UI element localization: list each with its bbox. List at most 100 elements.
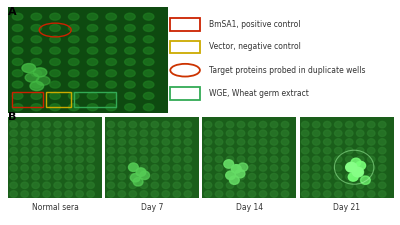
Circle shape bbox=[118, 139, 126, 145]
Circle shape bbox=[36, 76, 50, 85]
Circle shape bbox=[204, 182, 212, 189]
Circle shape bbox=[54, 173, 61, 180]
Circle shape bbox=[129, 173, 136, 180]
Circle shape bbox=[125, 58, 135, 65]
Circle shape bbox=[173, 121, 180, 128]
Circle shape bbox=[87, 147, 94, 154]
Circle shape bbox=[184, 147, 192, 154]
Circle shape bbox=[270, 182, 278, 189]
Circle shape bbox=[65, 121, 72, 128]
Circle shape bbox=[118, 147, 126, 154]
Circle shape bbox=[107, 156, 115, 162]
Circle shape bbox=[302, 191, 309, 197]
Circle shape bbox=[346, 165, 353, 171]
Circle shape bbox=[76, 139, 83, 145]
Circle shape bbox=[356, 191, 364, 197]
Circle shape bbox=[30, 81, 44, 91]
Circle shape bbox=[368, 173, 375, 180]
Circle shape bbox=[162, 165, 170, 171]
Circle shape bbox=[281, 130, 289, 137]
Circle shape bbox=[346, 147, 353, 154]
Circle shape bbox=[106, 70, 116, 77]
Circle shape bbox=[50, 81, 60, 88]
Bar bbox=[12, 92, 43, 107]
Circle shape bbox=[173, 165, 180, 171]
Circle shape bbox=[151, 173, 158, 180]
Circle shape bbox=[76, 130, 83, 137]
Circle shape bbox=[118, 156, 126, 162]
Circle shape bbox=[32, 182, 39, 189]
Circle shape bbox=[140, 147, 148, 154]
Circle shape bbox=[129, 182, 136, 189]
Circle shape bbox=[162, 121, 170, 128]
Circle shape bbox=[248, 130, 256, 137]
Circle shape bbox=[346, 182, 353, 189]
Circle shape bbox=[10, 130, 18, 137]
Circle shape bbox=[10, 147, 18, 154]
Circle shape bbox=[270, 130, 278, 137]
Circle shape bbox=[324, 182, 331, 189]
Circle shape bbox=[237, 165, 245, 171]
Circle shape bbox=[118, 173, 126, 180]
Circle shape bbox=[334, 121, 342, 128]
Circle shape bbox=[231, 165, 241, 173]
Circle shape bbox=[238, 163, 248, 171]
Circle shape bbox=[151, 165, 158, 171]
Circle shape bbox=[125, 25, 135, 32]
Circle shape bbox=[50, 70, 60, 77]
Circle shape bbox=[281, 191, 289, 197]
Circle shape bbox=[151, 147, 158, 154]
Circle shape bbox=[204, 165, 212, 171]
Circle shape bbox=[76, 121, 83, 128]
Text: WGE, Wheat germ extract: WGE, Wheat germ extract bbox=[209, 89, 309, 98]
Circle shape bbox=[10, 173, 18, 180]
Circle shape bbox=[368, 156, 375, 162]
Circle shape bbox=[143, 36, 154, 43]
Circle shape bbox=[368, 121, 375, 128]
Circle shape bbox=[324, 165, 331, 171]
Circle shape bbox=[334, 130, 342, 137]
Circle shape bbox=[12, 81, 23, 88]
Circle shape bbox=[106, 104, 116, 111]
Bar bbox=[170, 18, 200, 31]
Circle shape bbox=[281, 147, 289, 154]
Circle shape bbox=[128, 163, 138, 171]
Circle shape bbox=[54, 165, 61, 171]
Circle shape bbox=[87, 182, 94, 189]
Circle shape bbox=[346, 139, 353, 145]
Circle shape bbox=[12, 47, 23, 54]
Circle shape bbox=[87, 173, 94, 180]
Circle shape bbox=[215, 121, 223, 128]
Circle shape bbox=[50, 58, 60, 65]
Circle shape bbox=[125, 81, 135, 88]
Circle shape bbox=[87, 139, 94, 145]
Circle shape bbox=[346, 162, 357, 172]
Circle shape bbox=[173, 139, 180, 145]
Circle shape bbox=[334, 156, 342, 162]
Circle shape bbox=[226, 191, 234, 197]
Circle shape bbox=[21, 130, 28, 137]
Circle shape bbox=[21, 165, 28, 171]
Circle shape bbox=[281, 121, 289, 128]
Circle shape bbox=[50, 13, 60, 20]
Circle shape bbox=[259, 173, 267, 180]
Circle shape bbox=[10, 191, 18, 197]
Circle shape bbox=[125, 104, 135, 111]
Circle shape bbox=[173, 156, 180, 162]
Circle shape bbox=[21, 121, 28, 128]
Circle shape bbox=[32, 130, 39, 137]
Circle shape bbox=[312, 156, 320, 162]
Circle shape bbox=[107, 182, 115, 189]
Circle shape bbox=[50, 25, 60, 32]
Circle shape bbox=[230, 176, 239, 184]
Circle shape bbox=[12, 58, 23, 65]
Circle shape bbox=[368, 139, 375, 145]
Circle shape bbox=[356, 173, 364, 180]
Circle shape bbox=[118, 165, 126, 171]
Circle shape bbox=[31, 92, 42, 99]
Circle shape bbox=[76, 156, 83, 162]
Circle shape bbox=[312, 191, 320, 197]
Circle shape bbox=[21, 139, 28, 145]
Circle shape bbox=[348, 173, 358, 181]
Circle shape bbox=[248, 156, 256, 162]
